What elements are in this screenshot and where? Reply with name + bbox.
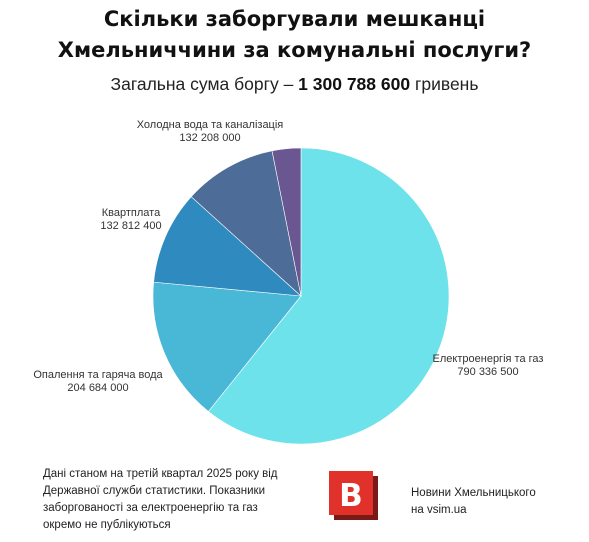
slice-label-4: Холодна вода та каналізація	[137, 119, 284, 131]
pie-slice-2	[152, 281, 302, 412]
pie-slice-1	[207, 147, 450, 445]
slice-value-1: 790 336 500	[457, 366, 518, 378]
slice-label-3: Квартплата	[102, 207, 161, 219]
logo-letter: В	[339, 478, 363, 514]
pie-slice-5	[271, 147, 302, 297]
vsim-logo: В	[329, 471, 378, 520]
brand-caption: Новини Хмельницького на vsim.ua	[411, 485, 536, 519]
title-line-1: Скільки заборгували мешканці	[103, 7, 486, 31]
brand-line-2: на vsim.ua	[411, 504, 467, 516]
logo-face	[329, 471, 373, 515]
pie-slice-3	[153, 196, 302, 297]
pie-slice-4	[190, 150, 302, 297]
pie-slices	[152, 147, 450, 445]
slice-value-3: 132 812 400	[100, 220, 161, 232]
title-line-2: Хмельниччини за комунальні послуги?	[57, 38, 532, 62]
slice-label-2: Опалення та гаряча вода	[33, 369, 163, 381]
slice-label-1: Електроенергія та газ	[433, 353, 544, 365]
slice-value-4: 132 208 000	[179, 132, 240, 144]
total-debt-amount: 1 300 788 600	[298, 74, 411, 94]
slice-value-2: 204 684 000	[67, 382, 128, 394]
subtitle-prefix: Загальна сума боргу –	[110, 74, 299, 94]
chart-title: Скільки заборгували мешканці Хмельниччин…	[0, 4, 589, 66]
brand-line-1: Новини Хмельницького	[411, 487, 536, 499]
note-line-4: окремо не публікуються	[43, 519, 171, 531]
subtitle-suffix: гривень	[410, 74, 479, 94]
note-line-3: заборгованості за електроенергію та газ	[43, 502, 258, 514]
data-source-note: Дані станом на третій квартал 2025 року …	[43, 466, 323, 534]
note-line-2: Державної служби статистики. Показники	[43, 485, 266, 497]
note-line-1: Дані станом на третій квартал 2025 року …	[43, 468, 278, 480]
chart-subtitle: Загальна сума боргу – 1 300 788 600 грив…	[0, 74, 589, 95]
